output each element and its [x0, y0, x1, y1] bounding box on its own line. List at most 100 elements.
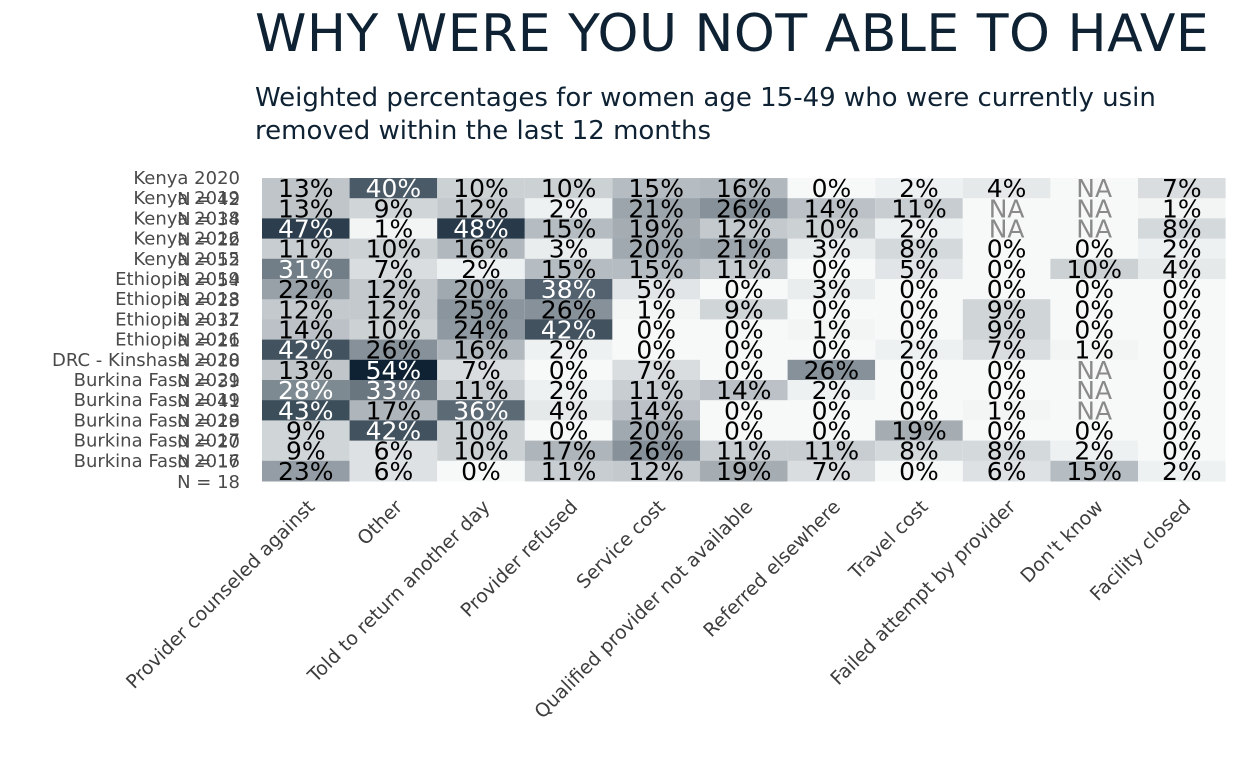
heatmap-cell — [612, 299, 700, 320]
heatmap-cell — [1050, 279, 1138, 300]
heatmap-cell — [1138, 339, 1226, 361]
heatmap-cell — [437, 238, 525, 260]
heatmap-cell — [1050, 178, 1138, 199]
heatmap-cell — [700, 218, 788, 240]
heatmap-cell — [875, 400, 963, 421]
heatmap-cell — [875, 258, 963, 280]
row-n-label: N = 42 — [177, 189, 240, 210]
column-label: Told to return another day — [303, 496, 495, 688]
heatmap-cell — [349, 178, 438, 199]
heatmap-cell — [437, 258, 525, 280]
row-label: Ethiopia 2017 — [115, 309, 240, 330]
heatmap-cell — [875, 279, 963, 300]
heatmap-cell — [524, 258, 613, 280]
heatmap-cell — [875, 198, 963, 219]
heatmap-cell — [787, 299, 876, 320]
row-n-label: N = 21 — [177, 330, 240, 351]
row-label: Ethiopia 2018 — [115, 289, 240, 310]
heatmap-cell — [1138, 319, 1226, 341]
heatmap-cell — [262, 359, 350, 381]
heatmap-cell — [962, 339, 1051, 361]
heatmap-cell — [962, 380, 1051, 401]
heatmap-cell — [1050, 380, 1138, 401]
heatmap-cell — [612, 279, 700, 300]
heatmap-cell — [612, 400, 700, 421]
heatmap-cell — [787, 440, 876, 462]
heatmap-cell — [524, 400, 613, 421]
heatmap-cell — [524, 319, 613, 341]
chart-title: WHY WERE YOU NOT ABLE TO HAVE — [255, 4, 1210, 64]
heatmap-cell — [1138, 380, 1226, 401]
cell-value-label: 0% — [899, 457, 939, 486]
cell-value-label: 11% — [541, 457, 597, 486]
heatmap-cell — [612, 440, 700, 462]
heatmap-cell — [1138, 279, 1226, 300]
heatmap-cell — [1050, 400, 1138, 421]
heatmap-cell — [1138, 420, 1226, 442]
row-n-label: N = 18 — [177, 472, 240, 493]
heatmap-cell — [349, 339, 438, 361]
row-n-label: N = 20 — [177, 431, 240, 452]
heatmap-cell — [262, 380, 350, 401]
heatmap-cell — [1050, 299, 1138, 320]
heatmap-cell — [1138, 198, 1226, 219]
heatmap-cell — [700, 198, 788, 219]
heatmap-cell — [437, 339, 525, 361]
heatmap-cell — [262, 420, 350, 442]
heatmap-cell — [962, 400, 1051, 421]
heatmap-cell — [1138, 400, 1226, 421]
heatmap-cell — [787, 178, 876, 199]
heatmap-cell — [349, 420, 438, 442]
row-label: Burkina Faso 2016 — [74, 451, 240, 472]
heatmap-cell — [262, 440, 350, 462]
heatmap-cell — [262, 279, 350, 300]
row-n-label: N = 29 — [177, 411, 240, 432]
heatmap-cell — [787, 279, 876, 300]
heatmap-cell — [349, 400, 438, 421]
cell-value-label: 15% — [1066, 457, 1122, 486]
heatmap-cell — [787, 319, 876, 341]
heatmap-cell — [875, 420, 963, 442]
heatmap-cell — [349, 380, 438, 401]
heatmap-cell — [700, 238, 788, 260]
heatmap-cell — [612, 420, 700, 442]
heatmap-cell — [262, 218, 350, 240]
heatmap-cell — [437, 178, 525, 199]
row-label: Ethiopia 2016 — [115, 330, 240, 351]
heatmap-cell — [437, 218, 525, 240]
heatmap-cell — [349, 319, 438, 341]
heatmap-cell — [787, 460, 876, 482]
cell-value-label: 23% — [278, 457, 334, 486]
heatmap-cell — [524, 420, 613, 442]
heatmap-cell — [787, 258, 876, 280]
heatmap-cell — [962, 198, 1051, 219]
heatmap-cell — [612, 339, 700, 361]
heatmap-cell — [1050, 339, 1138, 361]
heatmap-cell — [962, 258, 1051, 280]
row-label: Burkina Faso 2019 — [74, 390, 240, 411]
heatmap-cell — [524, 198, 613, 219]
heatmap-cell — [962, 279, 1051, 300]
heatmap-cell — [437, 400, 525, 421]
heatmap-cell — [787, 400, 876, 421]
heatmap-cell — [524, 299, 613, 320]
column-label: Don't know — [1016, 496, 1107, 587]
heatmap-cell — [612, 238, 700, 260]
row-n-label: N = 18 — [177, 351, 240, 372]
heatmap-cell — [962, 218, 1051, 240]
heatmap-cell — [1138, 218, 1226, 240]
heatmap-cell — [349, 279, 438, 300]
heatmap-cell — [262, 319, 350, 341]
heatmap-cell — [787, 339, 876, 361]
heatmap-cell — [700, 279, 788, 300]
heatmap-cell — [1138, 460, 1226, 482]
row-label: Burkina Faso 2017 — [74, 431, 240, 452]
row-n-label: N = 52 — [177, 250, 240, 271]
heatmap-cell — [700, 178, 788, 199]
heatmap-cell — [262, 339, 350, 361]
heatmap-cell — [1138, 359, 1226, 381]
heatmap-cell — [875, 319, 963, 341]
heatmap-cell — [437, 359, 525, 381]
